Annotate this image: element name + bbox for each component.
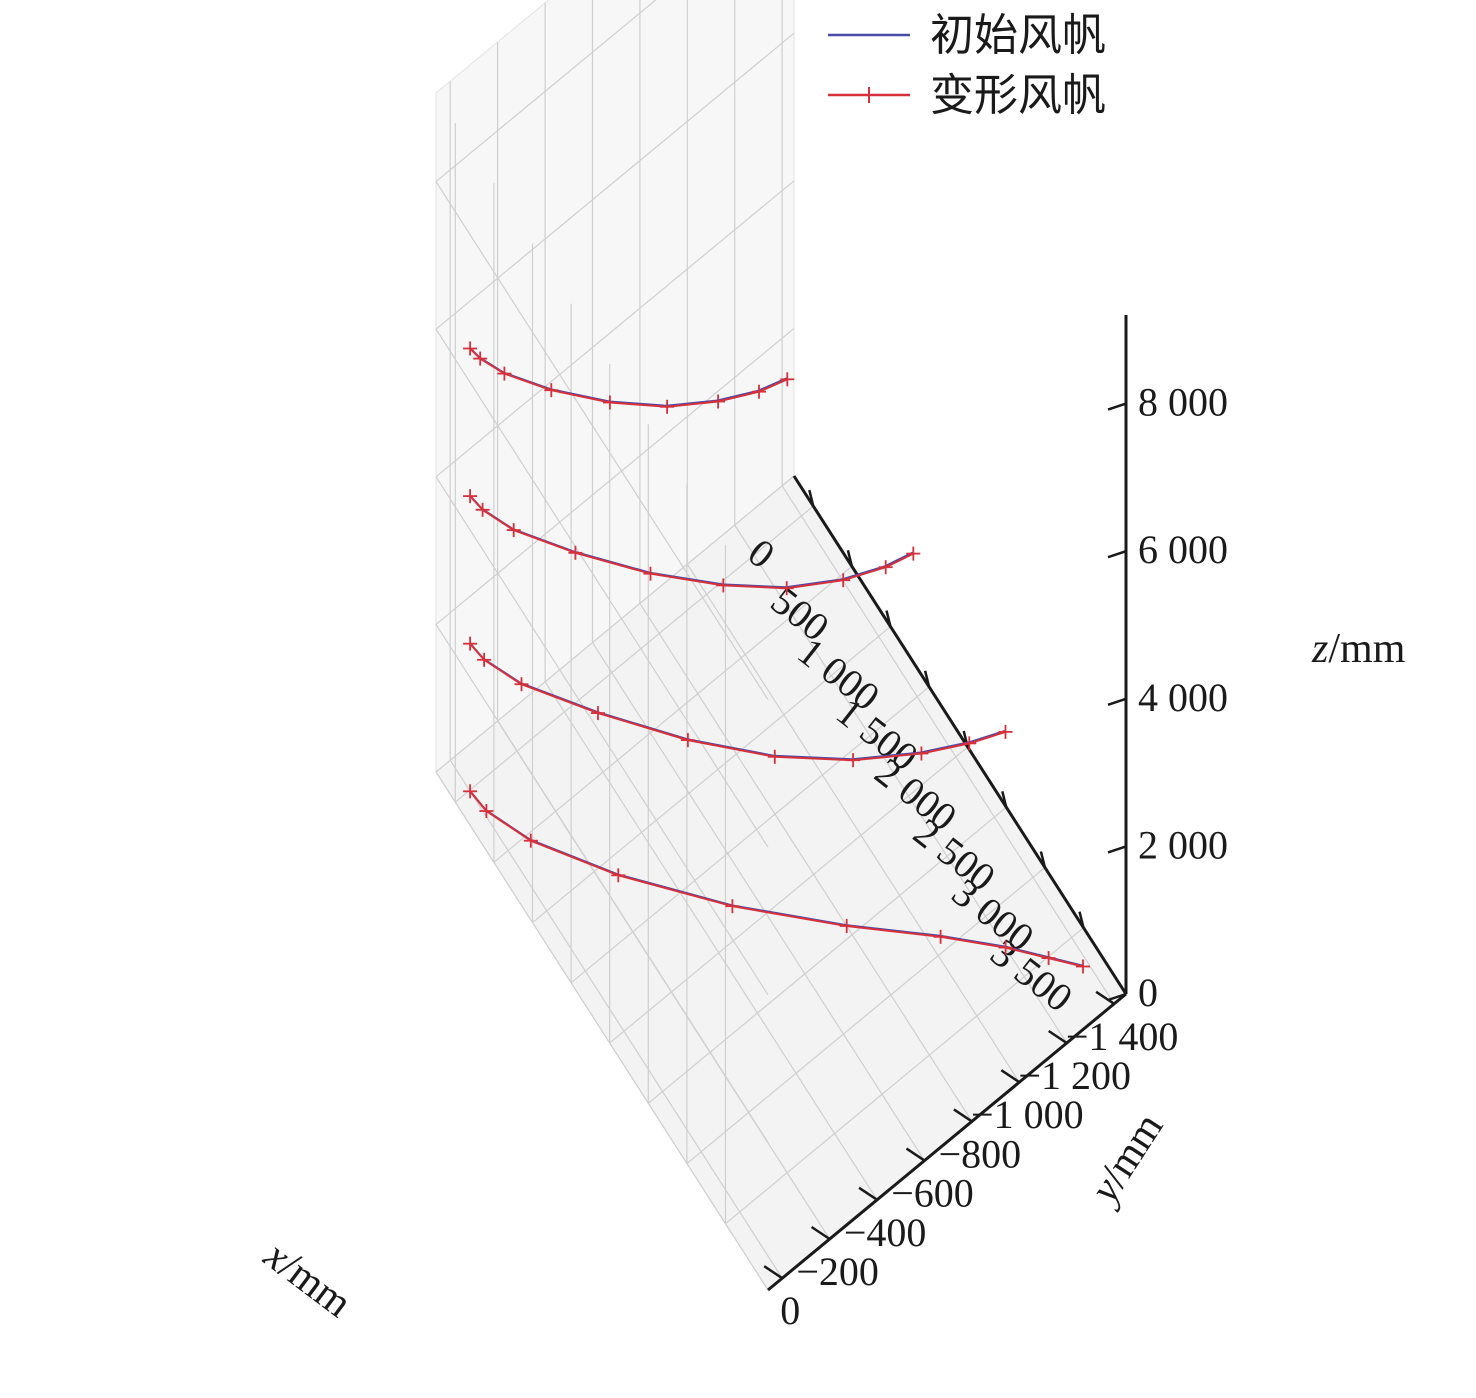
z-tick-label: 4 000 — [1138, 675, 1228, 720]
y-tick-label: 0 — [780, 1288, 800, 1333]
z-tick-label: 8 000 — [1138, 380, 1228, 425]
z-axis-label: z/mm — [1311, 626, 1406, 672]
y-tick-mark — [1000, 1069, 1020, 1084]
y-tick-label: −1 200 — [1018, 1053, 1131, 1098]
y-axis-label: y/mm — [1080, 1105, 1173, 1214]
grid-z-side — [435, 180, 795, 478]
y-tick-label: −800 — [939, 1131, 1022, 1176]
series-lines — [463, 341, 1090, 974]
y-tick-label: −400 — [844, 1210, 927, 1255]
z-tick-label: 0 — [1138, 970, 1158, 1015]
y-tick-mark — [810, 1225, 831, 1241]
x-tick-mark — [923, 670, 931, 688]
x-tick-mark — [885, 610, 892, 627]
z-tick-mark — [1107, 992, 1127, 1002]
grid-z-back — [435, 328, 769, 848]
z-tick-label: 6 000 — [1138, 527, 1228, 572]
grid-y-floor — [639, 603, 973, 1122]
grid-y-floor — [781, 485, 1115, 1005]
grid-z-side — [435, 475, 795, 773]
legend-entry-initial-sail: 初始风帆 — [828, 10, 1106, 61]
y-tick-mark — [1095, 990, 1115, 1005]
grid-lines — [435, 0, 1115, 1291]
z-axis-label-var: z — [1311, 626, 1328, 672]
y-tick-mark — [905, 1147, 926, 1162]
y-tick-label: −1 000 — [971, 1092, 1084, 1137]
x-tick-mark — [1078, 911, 1085, 929]
grid-z-side — [435, 32, 795, 330]
x-tick-mark — [846, 549, 854, 567]
grid-y-floor — [449, 759, 783, 1279]
x-tick-mark — [1001, 790, 1008, 808]
grid-z-side — [435, 0, 657, 183]
z-tick-mark — [1107, 845, 1127, 854]
z-axis-label-unit: /mm — [1328, 626, 1405, 672]
legend-entry-deformed-sail: 变形风帆 — [828, 70, 1106, 121]
grid-y-floor — [544, 681, 878, 1201]
section-line — [469, 790, 1084, 968]
z-tick-mark — [1107, 402, 1127, 411]
grid-y-floor — [686, 563, 1020, 1083]
section-line — [469, 643, 1006, 762]
grid-z-back — [435, 181, 769, 700]
x-tick-mark — [1039, 851, 1047, 868]
z-tick-label: 2 000 — [1138, 822, 1228, 867]
y-tick-label: −1 400 — [1066, 1014, 1179, 1059]
grid-y-floor — [734, 524, 1068, 1044]
grid-z-back — [435, 476, 769, 996]
y-tick-label: −600 — [891, 1171, 974, 1216]
y-tick-mark — [953, 1108, 973, 1123]
y-tick-mark — [858, 1186, 878, 1201]
x-axis-line — [792, 475, 1128, 995]
z-tick-mark — [1107, 550, 1127, 559]
series-deformed-sail — [463, 341, 1090, 974]
x-axis-label: x/mm — [255, 1232, 360, 1327]
section-line — [469, 495, 914, 590]
x-tick-mark — [808, 489, 815, 507]
legend: 初始风帆 变形风帆 — [828, 10, 1106, 121]
y-tick-mark — [1048, 1029, 1068, 1045]
grid-z-side — [435, 327, 795, 625]
grid-z-back — [435, 771, 769, 1291]
z-tick-mark — [1107, 697, 1127, 706]
tick-marks — [763, 402, 1127, 1280]
axis-panes — [435, 0, 1127, 1292]
legend-label-deformed-sail: 变形风帆 — [930, 70, 1106, 121]
legend-label-initial-sail: 初始风帆 — [930, 10, 1106, 61]
y-tick-label: −200 — [796, 1249, 879, 1294]
grid-z-back — [435, 624, 769, 1143]
y-tick-mark — [763, 1265, 783, 1280]
